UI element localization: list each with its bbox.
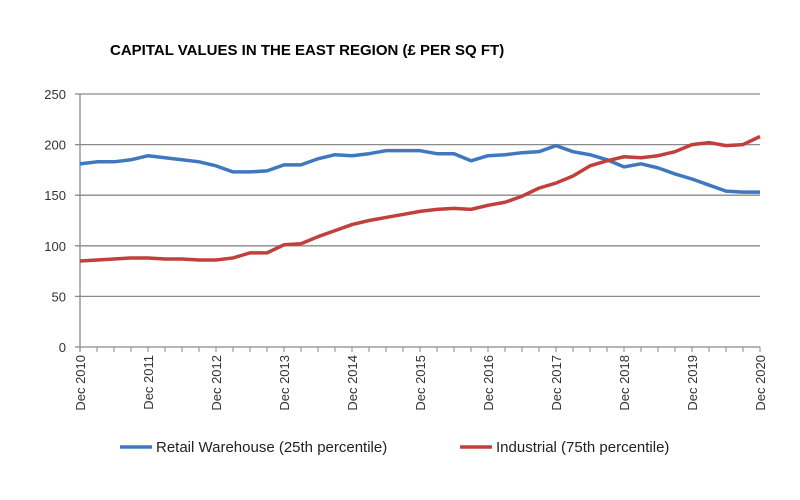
- y-tick-label: 250: [44, 87, 66, 102]
- y-tick-label: 50: [52, 289, 66, 304]
- x-tick-label: Dec 2012: [209, 355, 224, 411]
- x-tick-label: Dec 2016: [481, 355, 496, 411]
- y-tick-label: 100: [44, 239, 66, 254]
- x-tick-label: Dec 2014: [345, 355, 360, 411]
- legend-label: Retail Warehouse (25th percentile): [156, 439, 387, 456]
- x-tick-label: Dec 2011: [141, 355, 156, 410]
- x-tick-label: Dec 2017: [549, 355, 564, 411]
- legend-label: Industrial (75th percentile): [496, 439, 669, 456]
- x-tick-label: Dec 2015: [413, 355, 428, 411]
- series-line-1: [79, 134, 761, 263]
- x-tick-label: Dec 2013: [277, 355, 292, 411]
- y-tick-label: 0: [59, 340, 66, 355]
- x-tick-label: Dec 2018: [617, 355, 632, 411]
- x-tick-label: Dec 2020: [753, 355, 768, 411]
- y-tick-label: 200: [44, 138, 66, 153]
- y-tick-label: 150: [44, 188, 66, 203]
- chart-title: CAPITAL VALUES IN THE EAST REGION (£ PER…: [110, 42, 505, 59]
- series-line-0: [79, 143, 760, 194]
- x-tick-label: Dec 2010: [73, 355, 88, 411]
- x-tick-label: Dec 2019: [685, 355, 700, 411]
